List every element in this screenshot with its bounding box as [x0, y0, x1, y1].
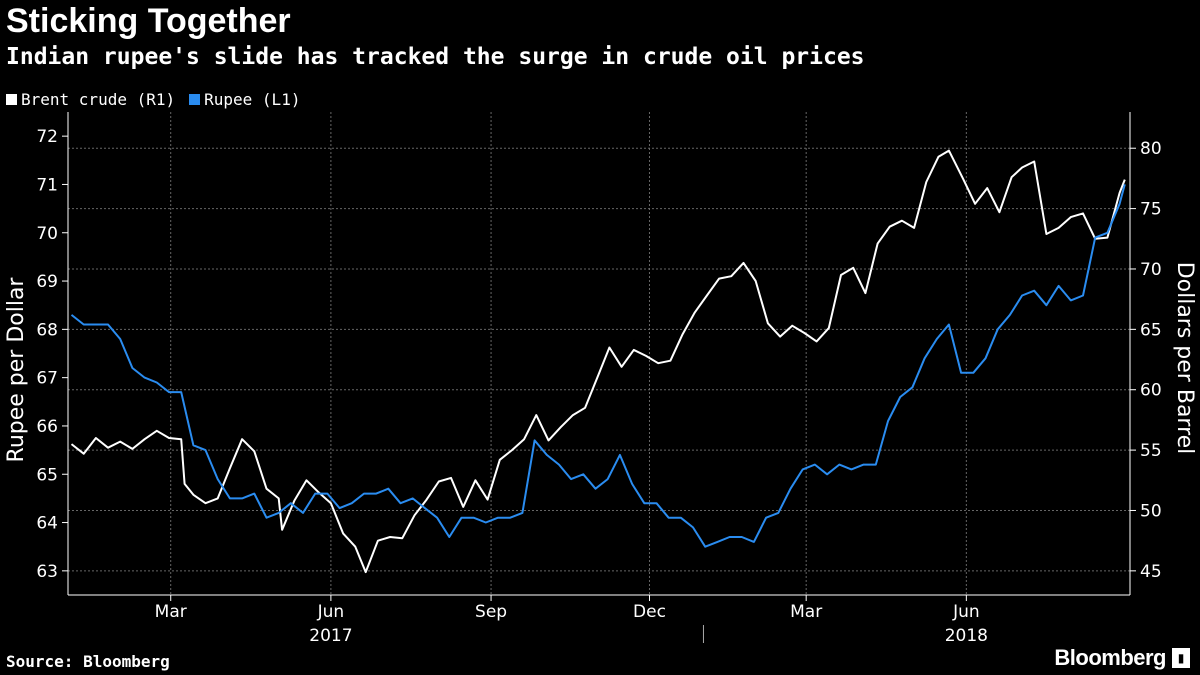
- y-axis-right-label: Dollars per Barrel: [1172, 262, 1197, 455]
- legend-item-rupee: Rupee (L1): [189, 90, 300, 109]
- x-month-label: Jun: [317, 602, 345, 622]
- x-month-label: Jun: [952, 602, 980, 622]
- bloomberg-logo-icon: ▮: [1172, 648, 1190, 668]
- y-left-tick-label: 64: [36, 514, 58, 534]
- legend-item-brent: Brent crude (R1): [6, 90, 175, 109]
- x-month-label: Dec: [633, 602, 666, 622]
- y-left-tick-label: 66: [36, 417, 58, 437]
- legend-swatch-brent: [6, 94, 17, 105]
- chart-title: Sticking Together: [6, 2, 291, 40]
- y-left-tick-label: 67: [36, 369, 58, 389]
- y-left-tick-label: 69: [36, 272, 58, 292]
- y-left-tick-label: 65: [36, 465, 58, 485]
- series-lines: [70, 149, 1126, 574]
- y-axis-left-label: Rupee per Dollar: [4, 277, 29, 463]
- legend: Brent crude (R1) Rupee (L1): [6, 90, 300, 109]
- y-left-tick-label: 68: [36, 320, 58, 340]
- y-left-tick-label: 71: [36, 175, 58, 195]
- y-left-tick-label: 63: [36, 562, 58, 582]
- y-right-tick-label: 50: [1140, 501, 1162, 521]
- legend-label-rupee: Rupee (L1): [204, 90, 301, 109]
- y-right-tick-label: 65: [1140, 320, 1162, 340]
- chart-subtitle: Indian rupee's slide has tracked the sur…: [6, 44, 865, 70]
- x-month-label: Mar: [790, 602, 822, 622]
- legend-swatch-rupee: [189, 94, 201, 105]
- brand: Bloomberg ▮: [1054, 645, 1190, 671]
- x-year-label: 2018: [945, 626, 988, 646]
- grid: [68, 112, 1130, 595]
- y-right-tick-label: 80: [1140, 139, 1162, 159]
- y-right-tick-label: 75: [1140, 200, 1162, 220]
- y-left-tick-label: 72: [36, 127, 58, 147]
- axes: 63 64 65 66 67 68 69 70 71 72 45 50 55 60 65 70 75 80 Mar J…: [36, 112, 1162, 646]
- y-right-tick-label: 70: [1140, 260, 1162, 280]
- legend-label-brent: Brent crude (R1): [21, 90, 176, 109]
- x-month-label: Sep: [475, 602, 507, 622]
- x-month-label: Mar: [155, 602, 187, 622]
- brand-name: Bloomberg: [1054, 645, 1166, 670]
- x-year-label: 2017: [309, 626, 352, 646]
- y-right-tick-label: 55: [1140, 441, 1162, 461]
- series-line-brent: [70, 149, 1126, 574]
- series-line-rupee: [70, 184, 1126, 548]
- y-right-tick-label: 60: [1140, 381, 1162, 401]
- source-note: Source: Bloomberg: [6, 652, 170, 671]
- y-right-tick-label: 45: [1140, 562, 1162, 582]
- y-left-tick-label: 70: [36, 224, 58, 244]
